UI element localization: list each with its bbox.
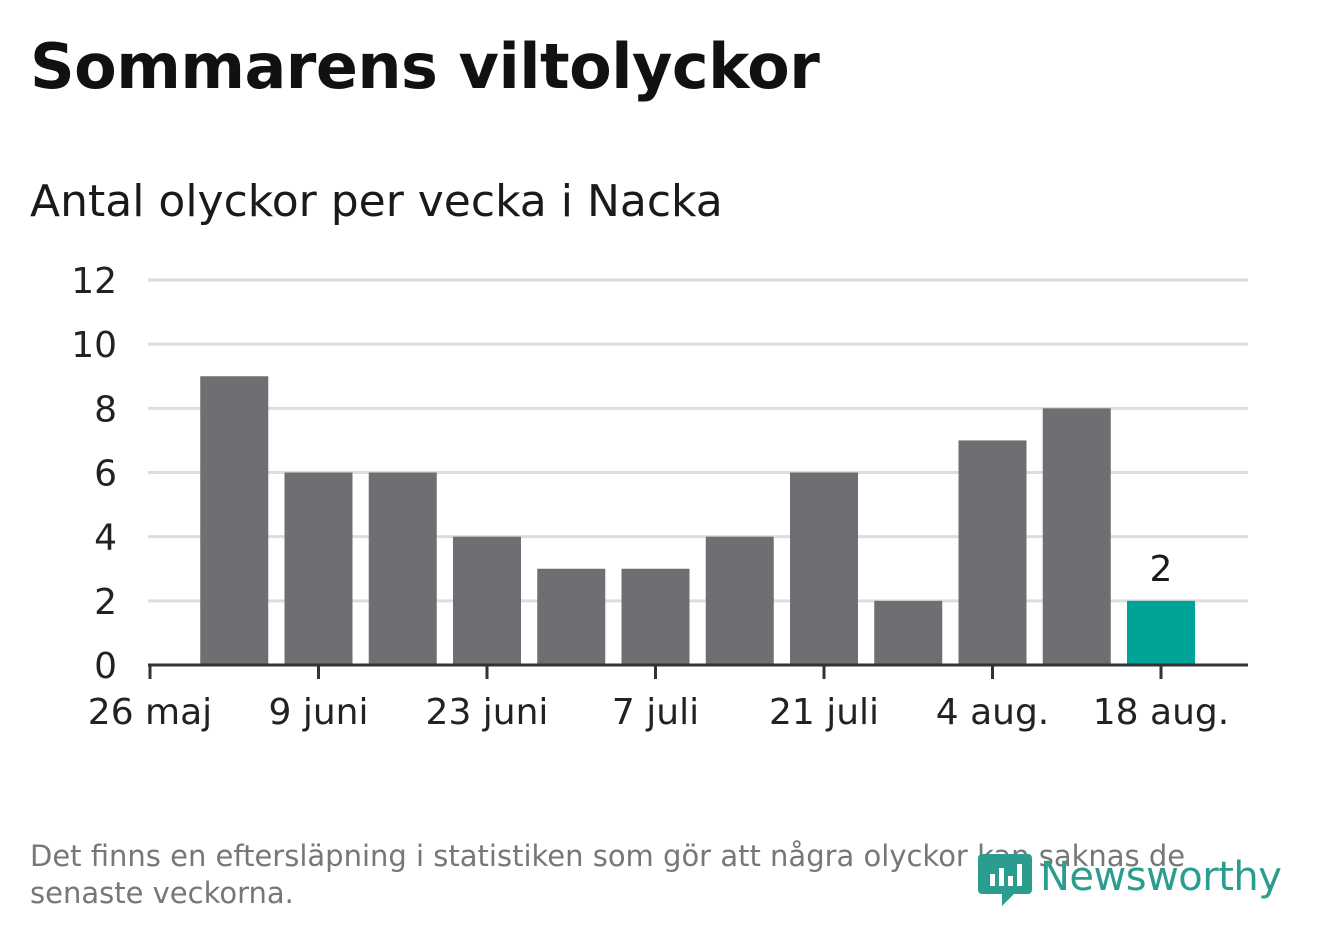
x-tick-label: 9 juni bbox=[269, 692, 369, 733]
bar bbox=[453, 536, 521, 665]
logo-text: Newsworthy bbox=[1040, 854, 1282, 900]
highlight-bar bbox=[1127, 600, 1195, 665]
bar bbox=[874, 600, 943, 665]
bar bbox=[200, 376, 269, 665]
bar-chart-speech-bubble-icon bbox=[978, 854, 1032, 906]
bar bbox=[621, 568, 690, 665]
y-tick-label: 12 bbox=[71, 261, 117, 302]
bar-value-label: 2 bbox=[1150, 549, 1173, 590]
y-tick-label: 0 bbox=[94, 646, 117, 687]
bar-chart: 0 2 4 6 8 10 12 2 26 maj 9 juni 23 juni 7 juli 21 ju… bbox=[71, 261, 1248, 733]
y-tick-label: 6 bbox=[94, 454, 117, 495]
bar bbox=[1042, 408, 1111, 665]
y-tick-label: 10 bbox=[71, 325, 117, 366]
x-tick-label: 21 juli bbox=[769, 692, 879, 733]
x-axis bbox=[148, 663, 1248, 679]
y-tick-label: 8 bbox=[94, 389, 117, 430]
x-tick-label: 18 aug. bbox=[1093, 692, 1229, 733]
y-tick-label: 2 bbox=[94, 582, 117, 623]
bar bbox=[284, 472, 353, 665]
bars bbox=[200, 376, 1195, 665]
chart-subtitle: Antal olyckor per vecka i Nacka bbox=[30, 176, 723, 227]
x-tick-label: 7 juli bbox=[612, 692, 699, 733]
bar bbox=[958, 440, 1027, 665]
x-tick-label: 4 aug. bbox=[936, 692, 1050, 733]
bar bbox=[705, 536, 774, 665]
y-tick-label: 4 bbox=[94, 518, 117, 559]
x-tick-label: 23 juni bbox=[426, 692, 549, 733]
bar bbox=[537, 568, 606, 665]
chart-title: Sommarens viltolyckor bbox=[30, 30, 820, 103]
bar bbox=[368, 472, 437, 665]
tick-labels: 0 2 4 6 8 10 12 2 26 maj 9 juni 23 juni 7 juli 21 ju… bbox=[71, 261, 1229, 733]
bar bbox=[790, 472, 858, 665]
newsworthy-logo: Newsworthy bbox=[978, 846, 1282, 908]
x-tick-label: 26 maj bbox=[88, 692, 212, 733]
